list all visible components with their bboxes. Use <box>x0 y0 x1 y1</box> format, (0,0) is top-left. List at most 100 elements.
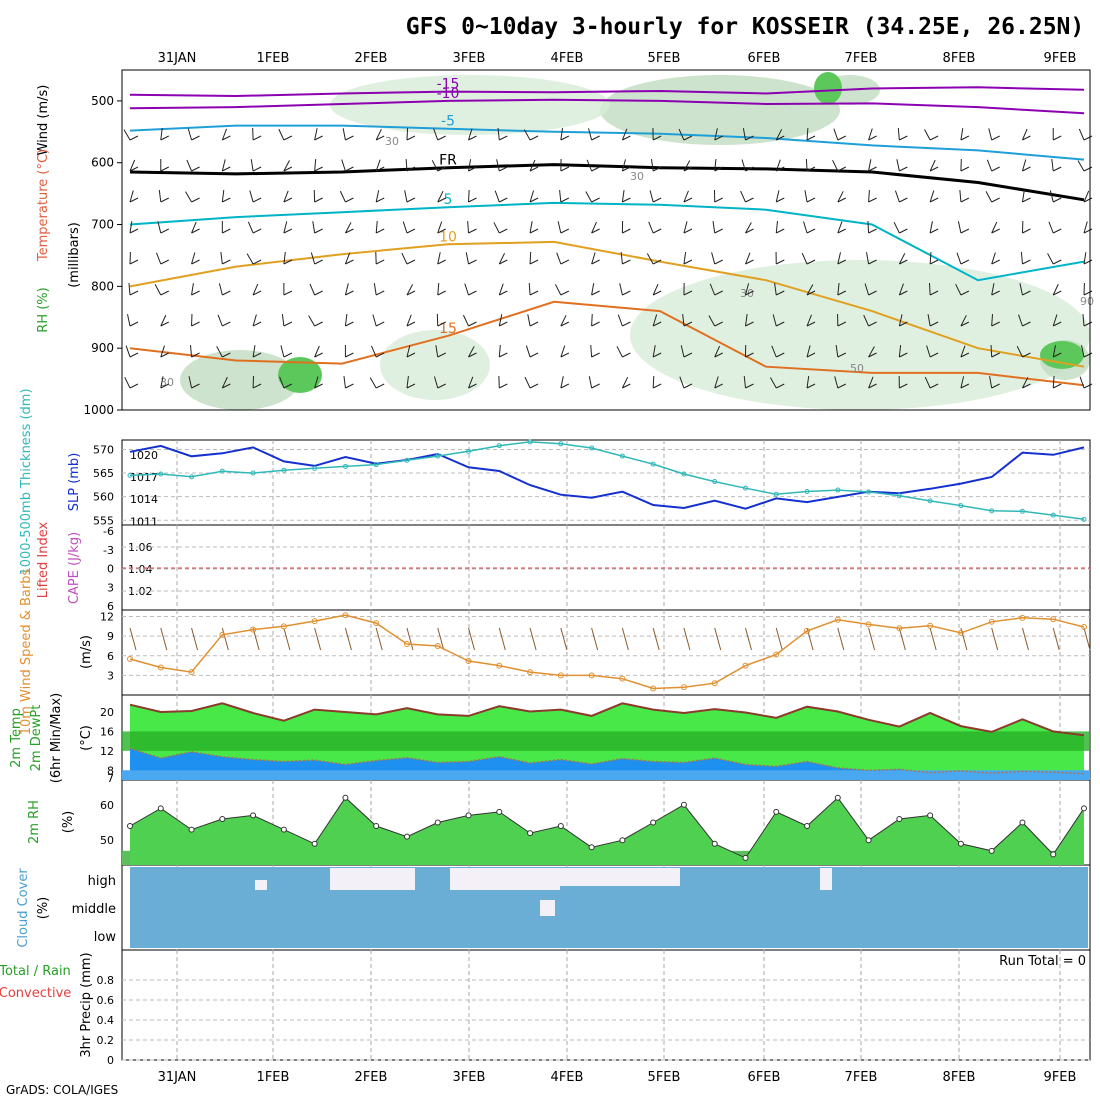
wind-barb <box>345 383 354 389</box>
rh-point <box>711 840 718 847</box>
wind-barb <box>868 159 872 172</box>
wind-barb <box>683 166 693 172</box>
wind-barb <box>406 383 416 389</box>
isotherm-label: 15 <box>439 321 457 337</box>
cloud-row-label: high <box>88 874 116 889</box>
wind-barb <box>679 376 685 389</box>
wind-barb-10m <box>129 627 137 651</box>
wind-speed-point <box>434 642 441 649</box>
wind-barb <box>711 252 716 265</box>
date-label-top: 1FEB <box>257 51 290 66</box>
wind-barb <box>1022 321 1031 327</box>
li-tick-label: 6 <box>107 600 114 613</box>
precip-tick-label: 0.2 <box>97 1034 115 1047</box>
date-label-top: 6FEB <box>748 51 781 66</box>
wind-barb <box>314 159 317 172</box>
rh-shading <box>600 75 840 145</box>
wind-barb <box>252 197 262 203</box>
wind-barb <box>129 190 134 203</box>
wind-barb <box>1053 197 1062 203</box>
wind-barb <box>806 383 816 389</box>
wind-barb <box>1018 314 1023 327</box>
wind-barb <box>187 128 193 141</box>
side-label-wind-units: (m/s) <box>79 635 94 669</box>
wind-barb <box>837 259 847 265</box>
panel-frame-precip <box>121 949 1091 1061</box>
wind-barb <box>803 221 808 234</box>
wind-barb <box>433 128 439 141</box>
li-tick-label: 3 <box>107 581 114 594</box>
wind-speed-point <box>496 662 503 669</box>
wind-barb <box>837 352 847 358</box>
wind-barb <box>343 376 346 389</box>
wind-barb <box>1052 345 1057 358</box>
wind-barb <box>959 190 962 203</box>
wind-barb <box>1083 190 1090 203</box>
date-label-top: 4FEB <box>551 51 584 66</box>
wind-barb <box>127 314 131 327</box>
rh-contour-label: 50 <box>850 362 864 375</box>
wind-barb <box>529 251 532 265</box>
wind-barb <box>345 290 354 296</box>
wind-speed-point <box>588 672 595 679</box>
wind-barb <box>160 135 169 141</box>
wind-barb <box>806 284 814 296</box>
wind-barb <box>283 352 293 358</box>
thickness-point <box>1050 512 1056 518</box>
thickness-point <box>496 443 502 449</box>
cloud-gap <box>255 880 267 890</box>
wind-barb <box>283 190 289 203</box>
wind-barb <box>591 259 600 265</box>
wind-barb <box>1081 345 1085 358</box>
dewpoint-band <box>122 770 1090 780</box>
wind-barb <box>776 228 785 234</box>
wind-barb <box>160 197 169 203</box>
side-label-cloud-cover: Cloud Cover <box>16 868 31 948</box>
wind-barb <box>714 135 723 141</box>
wind-barb <box>129 352 139 358</box>
wind-barb-10m <box>929 627 937 651</box>
wind-barb <box>252 352 262 358</box>
temp-tick-label: 12 <box>100 745 114 758</box>
cape-tick-label: 1.04 <box>128 563 153 576</box>
wind-barb <box>1021 190 1025 203</box>
wind-speed-point <box>127 656 133 663</box>
wind-barb <box>776 352 785 358</box>
wind-barb <box>128 283 131 296</box>
wind-barb <box>990 344 993 358</box>
wind-barb <box>929 221 933 234</box>
thickness-point <box>927 498 933 504</box>
wind-barb <box>283 252 286 265</box>
wind-barb <box>462 314 469 327</box>
wind-speed-point <box>342 612 349 619</box>
slp-tick-label: 1011 <box>130 515 158 528</box>
wind-barb <box>776 383 785 389</box>
rh-point <box>988 847 995 854</box>
date-label-bottom: 5FEB <box>648 1070 681 1085</box>
wind-barb <box>129 321 139 327</box>
wind-barb <box>406 127 409 141</box>
wind-barb <box>314 290 323 296</box>
wind-barb <box>1083 197 1093 203</box>
wind-barb <box>742 128 746 141</box>
wind-barb <box>868 346 875 358</box>
wind-barb <box>129 135 139 141</box>
slp-tick-label: 1014 <box>130 493 158 506</box>
li-tick-label: 0 <box>107 563 114 576</box>
wind-barb <box>493 222 500 234</box>
wind-barb <box>775 159 781 172</box>
rh-line <box>129 796 1085 859</box>
wind-barb <box>745 259 754 265</box>
li-tick-label: -6 <box>103 525 114 538</box>
isotherm-label: 10 <box>439 229 457 245</box>
wind-barb <box>314 345 320 358</box>
rh-shading <box>1040 341 1084 369</box>
wind-barb <box>468 228 477 234</box>
wind-barb <box>745 222 752 234</box>
wind-barb <box>247 221 254 234</box>
wind-barb <box>960 345 966 358</box>
slp-tick-label: 1017 <box>130 471 158 484</box>
wind-barb <box>680 345 685 358</box>
wind-barb <box>344 222 352 234</box>
wind-barb <box>468 197 477 203</box>
